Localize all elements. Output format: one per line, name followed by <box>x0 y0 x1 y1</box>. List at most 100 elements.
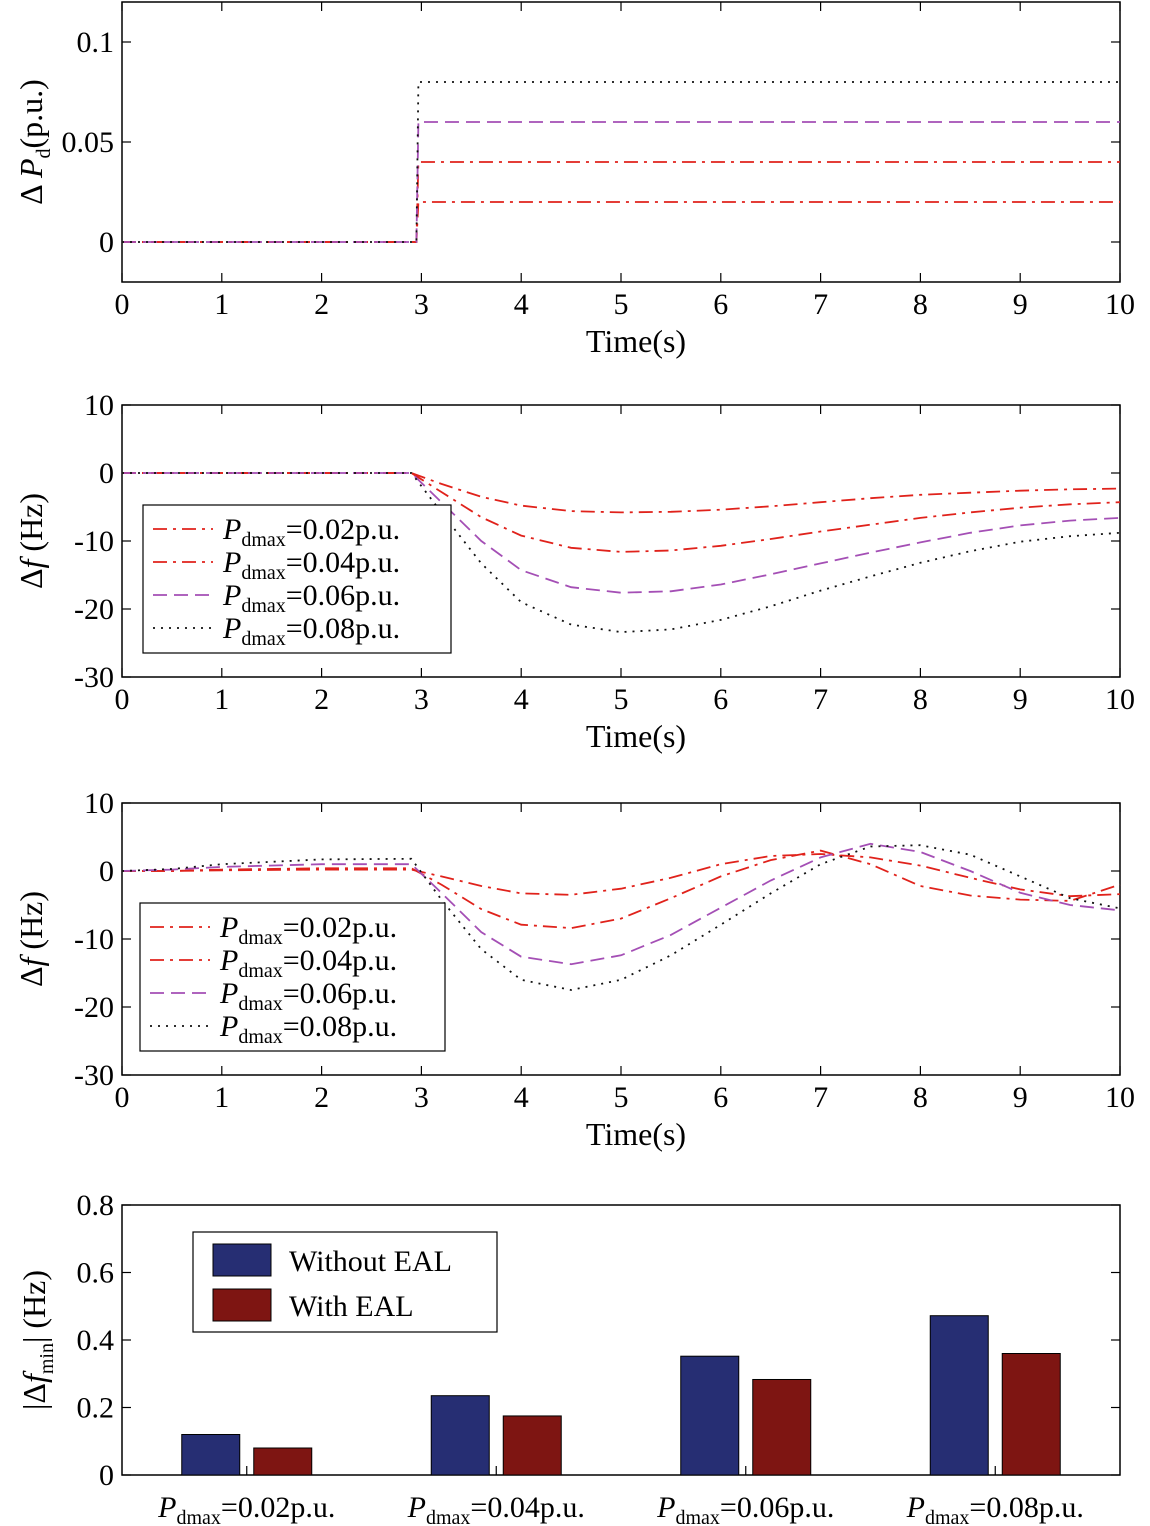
x-tick-label: 0 <box>115 683 130 716</box>
x-tick-label: 6 <box>713 288 728 321</box>
x-tick-label: 4 <box>514 683 529 716</box>
legend-label: With EAL <box>289 1290 414 1323</box>
x-tick-label: 10 <box>1105 288 1135 321</box>
x-axis-label: Time(s) <box>586 1116 686 1152</box>
legend-swatch <box>212 1288 272 1322</box>
bar-with-eal-3 <box>752 1378 812 1476</box>
legend-label: Pdmax=0.04p.u. <box>222 546 400 584</box>
x-tick-label: 2 <box>314 288 329 321</box>
legend-label: Pdmax=0.06p.u. <box>222 579 400 617</box>
x-tick-label: 3 <box>414 1081 429 1114</box>
x-tick-label: 8 <box>913 288 928 321</box>
y-tick-label: 10 <box>84 787 114 820</box>
y-tick-label: 0.6 <box>77 1257 115 1290</box>
x-tick-label: 8 <box>913 683 928 716</box>
x-tick-label: 3 <box>414 683 429 716</box>
y-tick-label: -10 <box>74 923 114 956</box>
x-tick-label: 4 <box>514 1081 529 1114</box>
bar-with-eal-2 <box>502 1415 562 1476</box>
y-tick-label: 0 <box>99 855 114 888</box>
series-line-4 <box>122 81 1120 243</box>
x-tick-label: 10 <box>1105 683 1135 716</box>
y-tick-label: -10 <box>74 525 114 558</box>
y-tick-label: -30 <box>74 661 114 694</box>
plot-frame <box>121 1 1121 283</box>
y-axis-label: Δf (Hz) <box>13 891 49 987</box>
y-tick-label: -20 <box>74 593 114 626</box>
x-tick-label: 2 <box>314 683 329 716</box>
y-tick-label: 10 <box>84 389 114 422</box>
bar-without-eal-2 <box>430 1395 490 1476</box>
legend-label: Pdmax=0.06p.u. <box>219 977 397 1015</box>
x-tick-label: 9 <box>1013 288 1028 321</box>
y-tick-label: 0.2 <box>77 1392 115 1425</box>
series-line-3 <box>121 842 1121 966</box>
bar-without-eal-1 <box>181 1434 241 1476</box>
x-tick-label: 5 <box>614 683 629 716</box>
legend-label: Pdmax=0.02p.u. <box>222 513 400 551</box>
x-tick-label: 1 <box>214 1081 229 1114</box>
series-line-1 <box>122 472 1121 514</box>
x-tick-label: 0 <box>115 1081 130 1114</box>
series-line-4 <box>122 472 1121 634</box>
x-tick-label: 10 <box>1105 1081 1135 1114</box>
x-tick-label: 2 <box>314 1081 329 1114</box>
x-tick-label: 5 <box>614 1081 629 1114</box>
x-tick-label: 1 <box>214 683 229 716</box>
bar-with-eal-1 <box>253 1447 313 1476</box>
y-tick-label: -20 <box>74 991 114 1024</box>
series-line-3 <box>122 472 1121 594</box>
y-tick-label: 0.8 <box>77 1189 115 1222</box>
x-tick-label: 9 <box>1013 1081 1028 1114</box>
x-tick-label: 6 <box>713 1081 728 1114</box>
x-axis-label: Time(s) <box>586 718 686 754</box>
legend-label: Without EAL <box>289 1245 452 1278</box>
x-tick-label: 0 <box>115 288 130 321</box>
bar-without-eal-3 <box>680 1355 740 1476</box>
x-tick-label: 5 <box>614 288 629 321</box>
category-label: Pdmax=0.08p.u. <box>906 1491 1084 1526</box>
y-tick-label: 0 <box>99 1459 114 1492</box>
x-tick-label: 7 <box>813 1081 828 1114</box>
y-tick-label: 0 <box>99 226 114 259</box>
x-tick-label: 7 <box>813 288 828 321</box>
x-tick-label: 7 <box>813 683 828 716</box>
x-axis-label: Time(s) <box>586 323 686 359</box>
x-tick-label: 1 <box>214 288 229 321</box>
line-chart-1: 0 1 2 3 4 5 6 7 8 9 10 0 0.05 0.1 Time(s) Δ Pd(p.u.) <box>13 1 1135 359</box>
category-label: Pdmax=0.02p.u. <box>157 1491 335 1526</box>
legend: Without EAL With EAL <box>192 1231 498 1333</box>
series-line-2 <box>122 472 1121 553</box>
x-tick-label: 3 <box>414 288 429 321</box>
bar-without-eal-4 <box>929 1315 989 1476</box>
y-tick-label: 0 <box>99 457 114 490</box>
series-line-1 <box>122 201 1120 243</box>
legend-label: Pdmax=0.08p.u. <box>219 1010 397 1048</box>
bar-with-eal-4 <box>1001 1353 1061 1476</box>
legend-label: Pdmax=0.02p.u. <box>219 911 397 949</box>
category-label: Pdmax=0.06p.u. <box>656 1491 834 1526</box>
legend: Pdmax=0.02p.u.Pdmax=0.04p.u.Pdmax=0.06p.… <box>142 504 452 654</box>
series-line-3 <box>122 121 1120 243</box>
x-tick-label: 6 <box>713 683 728 716</box>
line-chart-2: 0 1 2 3 4 5 6 7 8 9 10 -30 -20 -10 0 10 Time(s) Δf (Hz) Pd… <box>13 389 1135 754</box>
y-tick-label: -30 <box>74 1059 114 1092</box>
category-label: Pdmax=0.04p.u. <box>407 1491 585 1526</box>
y-axis-label: Δf (Hz) <box>13 493 49 589</box>
x-tick-label: 4 <box>514 288 529 321</box>
series-line-2 <box>122 849 1121 930</box>
series-line-2 <box>122 161 1120 243</box>
legend-label: Pdmax=0.08p.u. <box>222 612 400 650</box>
y-axis-label: Δ Pd(p.u.) <box>13 79 55 205</box>
x-tick-label: 9 <box>1013 683 1028 716</box>
line-chart-3: 0 1 2 3 4 5 6 7 8 9 10 -30 -20 -10 0 10 Time(s) Δf (Hz) Pd… <box>13 787 1135 1152</box>
bar-chart: 0 0.2 0.4 0.6 0.8 Pdmax=0.02p.u. Pdmax=0.04p.u… <box>16 1189 1121 1526</box>
y-axis-label: |Δfmin| (Hz) <box>16 1270 58 1410</box>
y-tick-label: 0.1 <box>77 26 115 59</box>
legend-swatch <box>212 1243 272 1277</box>
legend-label: Pdmax=0.04p.u. <box>219 944 397 982</box>
x-tick-label: 8 <box>913 1081 928 1114</box>
series-line-4 <box>121 844 1121 991</box>
y-tick-label: 0.05 <box>62 126 115 159</box>
